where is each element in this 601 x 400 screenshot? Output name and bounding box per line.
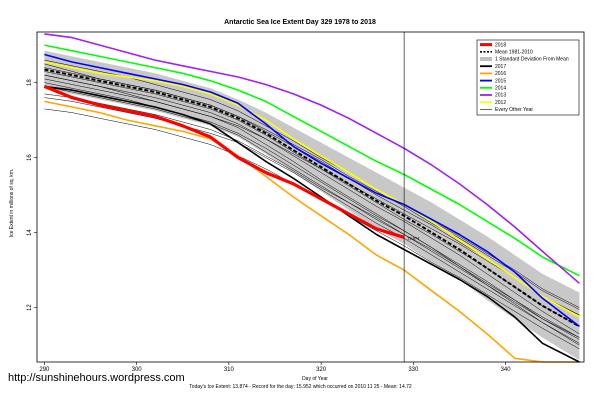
x-tick-label: 340	[501, 367, 512, 373]
plot-frame	[36, 31, 585, 363]
legend-label: 2012	[495, 100, 506, 106]
legend-swatch	[480, 57, 492, 61]
series-line	[43, 84, 405, 239]
other-year-line	[44, 82, 580, 338]
legend-label: 2015	[495, 78, 506, 84]
source-url[interactable]: http://sunshinehours.wordpress.com	[8, 372, 185, 384]
x-tick-label: 330	[408, 367, 419, 373]
other-year-line	[44, 71, 580, 327]
legend-label: 1 Standard Deviation From Mean	[495, 57, 569, 63]
chart-title: Antarctic Sea Ice Extent Day 329 1978 to…	[224, 19, 376, 26]
std-band-layer	[44, 50, 580, 361]
series-layer	[43, 33, 580, 363]
series-line	[44, 100, 580, 363]
other-year-line	[44, 86, 580, 340]
legend-label: 2016	[495, 71, 506, 77]
footer-summary: Today's Ice Extent: 13.874 - Record for …	[189, 384, 412, 390]
series-line	[44, 85, 580, 363]
legend-box	[476, 39, 580, 116]
x-tick-label: 300	[132, 367, 143, 373]
other-year-line	[44, 93, 580, 338]
legend-label: 2017	[495, 64, 506, 70]
other-year-line	[44, 78, 580, 346]
x-tick-label: 320	[316, 367, 327, 373]
legend-label: 2013	[495, 93, 506, 99]
series-line	[44, 53, 580, 328]
legend-label: 2014	[495, 86, 506, 92]
other-year-line	[44, 97, 580, 344]
legend-label: 2018	[495, 42, 506, 48]
y-axis-label: Ice Extent in millions of sq. km.	[9, 169, 15, 238]
y-tick-label: 16	[27, 154, 33, 161]
x-tick-label: 290	[39, 367, 50, 373]
series-line	[44, 61, 580, 318]
y-tick-label: 12	[27, 304, 33, 311]
other-year-line	[44, 67, 580, 310]
series-line	[44, 33, 580, 284]
other-year-line	[44, 74, 580, 335]
x-tick-label: 310	[224, 367, 235, 373]
series-line	[44, 44, 580, 277]
std-band	[44, 50, 580, 361]
y-tick-label: 18	[27, 79, 33, 86]
y-tick-label: 14	[27, 229, 33, 236]
legend-label: Every Other Year	[495, 107, 533, 113]
axis-layer: 290 300 310 320 330 340 12 14 16 18	[27, 31, 585, 373]
legend-label: Mean 1981-2010	[495, 50, 533, 56]
other-year-line	[44, 74, 580, 316]
current-value-label: 13.874	[407, 235, 420, 240]
x-axis-label: Day of Year	[302, 376, 328, 382]
